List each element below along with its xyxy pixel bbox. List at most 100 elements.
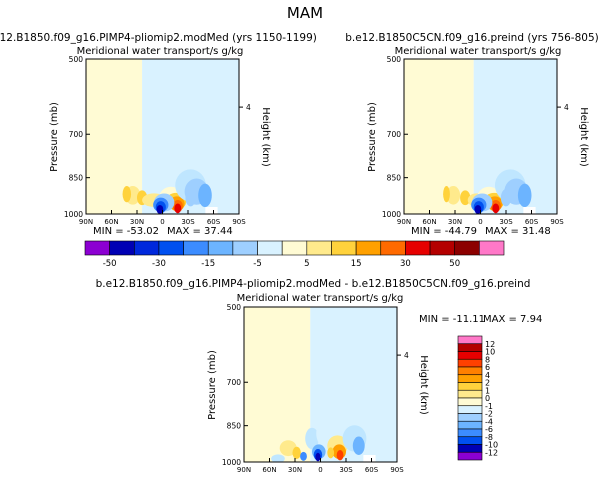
page-title: MAM	[287, 4, 323, 22]
colorbar-box	[281, 240, 308, 256]
contour-cell	[156, 204, 164, 214]
colorbar-label: 4	[485, 371, 490, 380]
contour-cell	[185, 189, 196, 207]
colorbar-box	[457, 444, 483, 453]
plot-area: 500 700 850 1000 4 90N 60N 30N 0 30S 60S 90S	[64, 55, 251, 226]
panel-title: Meridional water transport/s g/kg	[237, 293, 404, 304]
colorbar-label: -5	[253, 259, 261, 269]
y2-tick-label: 4	[564, 103, 569, 112]
y-axis-label: Pressure (mb)	[49, 102, 60, 172]
field	[404, 59, 557, 214]
panel-subtitle: b.e12.B1850.f09_g16.PIMP4-pliomip2.modMe…	[96, 278, 531, 290]
panel-modmed: b.e12.B1850.f09_g16.PIMP4-pliomip2.modMe…	[0, 32, 317, 237]
y-tick-label: 500	[69, 55, 84, 64]
colorbar-label: -1	[485, 402, 493, 411]
contour-cell	[446, 186, 461, 205]
panel-difference: b.e12.B1850.f09_g16.PIMP4-pliomip2.modMe…	[96, 278, 543, 474]
y-tick-label: 700	[387, 130, 402, 139]
y-tick-label: 500	[387, 55, 402, 64]
colorbar-label: -15	[201, 259, 215, 269]
colorbar-label: 5	[304, 259, 309, 269]
y-axis-label: Pressure (mb)	[367, 102, 378, 172]
colorbar-box	[355, 240, 382, 256]
north-region	[244, 307, 311, 462]
colorbar-box	[257, 240, 283, 256]
colorbar-box	[306, 240, 332, 256]
x-tick-label: 90N	[397, 218, 411, 226]
contour-cell	[122, 186, 132, 203]
colorbar-box	[457, 358, 483, 368]
colorbar-box	[457, 451, 483, 461]
y-tick-label: 700	[69, 130, 84, 139]
colorbar-label: -6	[485, 425, 493, 434]
y-axis-label: Pressure (mb)	[207, 350, 218, 420]
contour-cell	[327, 447, 335, 459]
x-tick-label: 0	[478, 218, 482, 226]
y-tick-label: 500	[227, 303, 242, 312]
x-tick-label: 30S	[339, 466, 353, 474]
y-tick-label: 850	[227, 422, 242, 431]
colorbar-label: 30	[400, 259, 411, 269]
colorbar-label: 8	[485, 355, 490, 364]
x-tick-label: 90S	[550, 218, 564, 226]
y-tick-label: 700	[227, 378, 242, 387]
colorbar-label: 15	[351, 259, 362, 269]
min-label: MIN = -53.02	[93, 226, 159, 237]
colorbar-box	[109, 240, 135, 256]
min-label: MIN = -11.11	[419, 314, 485, 325]
y2-axis-label: Height (km)	[418, 355, 429, 415]
min-label: MIN = -44.79	[411, 226, 477, 237]
missing-data-mask	[523, 207, 536, 214]
contour-cell	[198, 183, 212, 208]
contour-cell	[279, 440, 297, 457]
colorbar-label: -50	[103, 259, 117, 269]
contour-cell	[474, 204, 482, 214]
contour-cell	[300, 451, 307, 461]
y-tick-label: 850	[387, 174, 402, 183]
contour-cell	[460, 190, 471, 206]
colorbar-label: 10	[485, 348, 495, 357]
north-region	[404, 59, 474, 214]
colorbar-label: 6	[485, 363, 490, 372]
colorbar-box	[457, 382, 483, 391]
colorbar-label: -12	[485, 448, 498, 457]
colorbar-box	[457, 374, 483, 383]
x-tick-label: 60S	[365, 466, 379, 474]
colorbar-label: -30	[152, 259, 166, 269]
x-tick-label: 30N	[288, 466, 302, 474]
panel-subtitle: b.e12.B1850.f09_g16.PIMP4-pliomip2.modMe…	[0, 32, 317, 44]
x-tick-label: 30S	[181, 218, 195, 226]
contour-cell	[352, 436, 365, 455]
colorbar-label: 2	[485, 379, 490, 388]
max-label: MAX = 37.44	[167, 226, 233, 237]
colorbar-box	[207, 240, 234, 256]
colorbar-box	[232, 240, 258, 256]
x-tick-label: 60N	[104, 218, 118, 226]
colorbar-box	[331, 240, 357, 256]
y-tick-label: 1000	[222, 458, 241, 467]
x-tick-label: 60S	[207, 218, 221, 226]
contour-cell	[492, 203, 500, 214]
y2-tick-label: 4	[246, 103, 251, 112]
colorbar-box	[457, 366, 483, 376]
y2-tick-label: 4	[404, 351, 409, 360]
contour-cell	[336, 449, 344, 461]
plot-area: 500 700 850 1000 4 90N 60N 30N 0 30S 60S 90S	[382, 55, 569, 226]
x-tick-label: 90S	[232, 218, 246, 226]
contour-cell	[174, 203, 182, 214]
y2-axis-label: Height (km)	[578, 107, 589, 167]
colorbar-box	[133, 240, 160, 256]
panel-subtitle: b.e12.B1850C5CN.f09_g16.preind (yrs 756-…	[345, 32, 598, 44]
x-tick-label: 30N	[448, 218, 462, 226]
max-label: MAX = 7.94	[483, 314, 542, 325]
colorbar-box	[84, 240, 110, 256]
x-tick-label: 60S	[525, 218, 539, 226]
x-tick-label: 90N	[79, 218, 93, 226]
x-tick-label: 60N	[262, 466, 276, 474]
colorbar-box	[380, 240, 406, 256]
colorbar-box	[457, 436, 483, 445]
y2-axis-label: Height (km)	[260, 107, 271, 167]
panel-title: Meridional water transport/s g/kg	[77, 46, 244, 57]
